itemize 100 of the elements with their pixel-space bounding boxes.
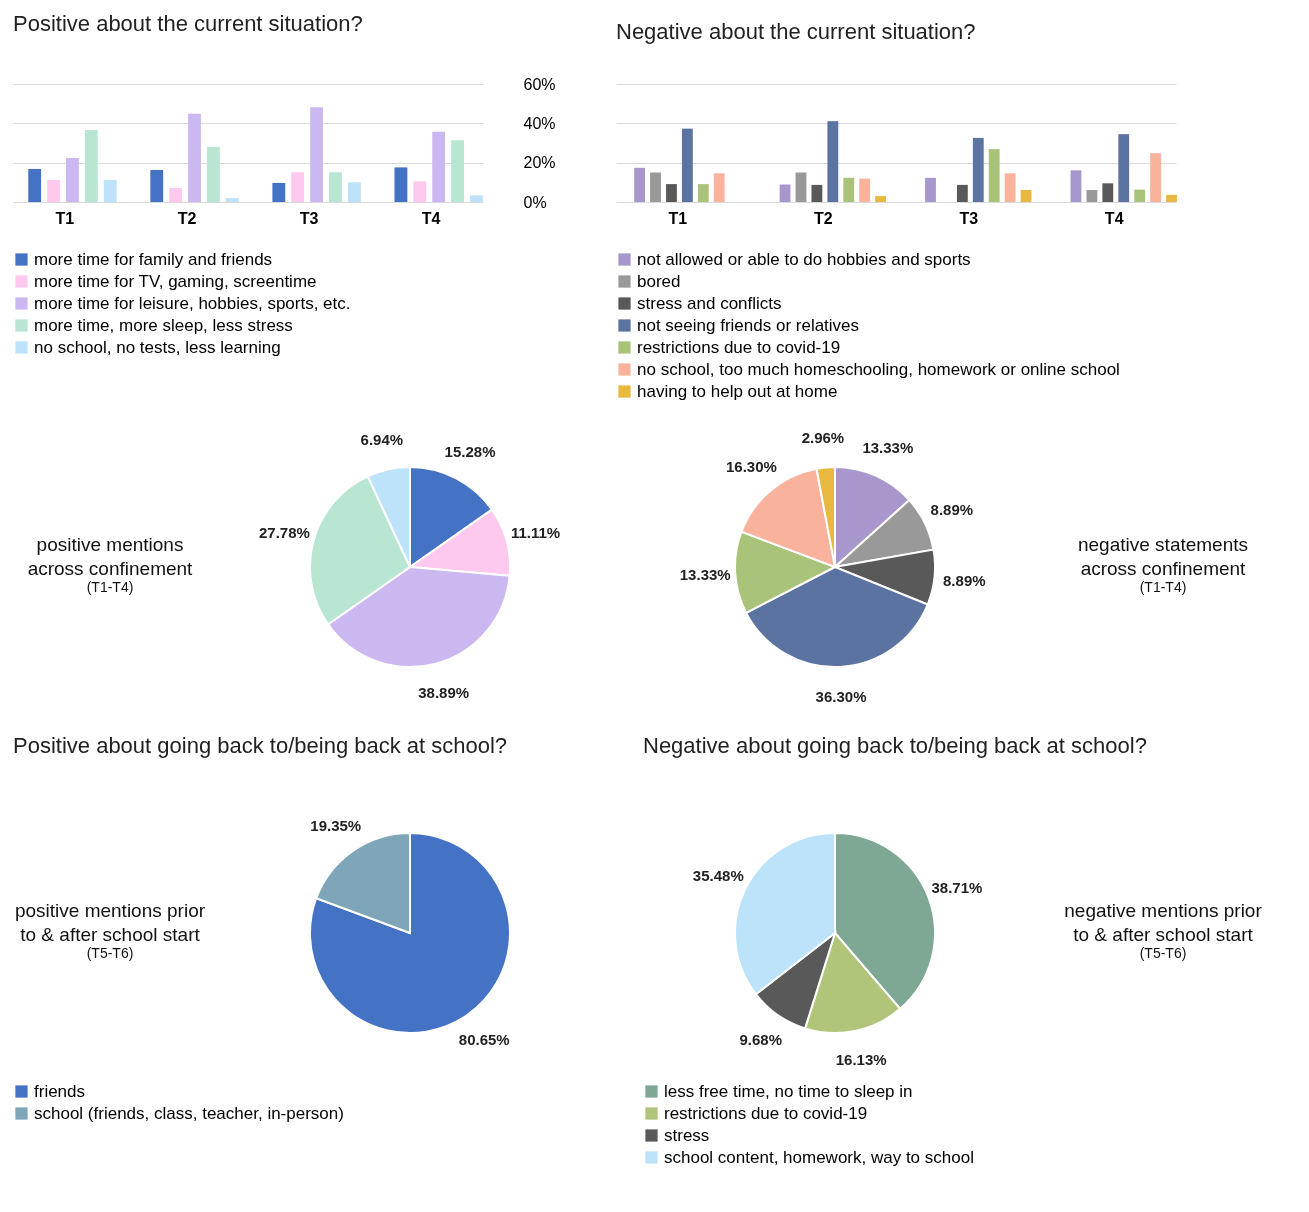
bar	[925, 177, 936, 202]
pie-slice	[309, 832, 511, 1034]
legend-label: no school, too much homeschooling, homework or online school	[637, 359, 1120, 379]
data-label: 15.28%	[444, 442, 496, 460]
bar	[470, 195, 483, 202]
text: negative statements across confinement	[1077, 534, 1249, 579]
y-tick-label: 40%	[523, 114, 556, 132]
data-label: 80.65%	[458, 1030, 510, 1048]
data-label: 8.89%	[943, 571, 986, 589]
bar	[779, 184, 791, 202]
legend-label: not seeing friends or relatives	[637, 315, 860, 335]
y-tick-label: 20%	[523, 154, 556, 172]
bar	[956, 184, 968, 202]
bar	[28, 168, 42, 202]
x-tick-label: T3	[959, 209, 979, 227]
bar	[1004, 173, 1016, 202]
bar	[66, 157, 79, 202]
legend-label: more time for family and friends	[34, 249, 273, 269]
legend-label: school (friends, class, teacher, in-person)	[34, 1103, 344, 1123]
legend-label: school content, homework, way to school	[664, 1147, 974, 1167]
chart-title: Positive about the current situation?	[13, 11, 363, 36]
text: positive mentions across confinement	[27, 534, 194, 579]
data-label: 2.96%	[801, 428, 845, 446]
bar	[634, 167, 646, 202]
data-label: 38.71%	[931, 878, 983, 896]
legend-label: having to help out at home	[637, 381, 838, 401]
x-tick-label: T4	[421, 209, 441, 227]
bar	[988, 149, 1000, 202]
bar	[875, 196, 887, 202]
legend-label: more time, more sleep, less stress	[34, 315, 293, 335]
x-tick-label: T4	[1104, 209, 1124, 227]
bar	[1118, 134, 1130, 202]
data-label: 27.78%	[259, 524, 310, 542]
bar	[225, 198, 239, 202]
text: (T5-T6)	[1139, 945, 1187, 961]
legend-label: stress and conflicts	[637, 293, 782, 313]
x-tick-label: T2	[813, 209, 833, 227]
chart-title: Negative about going back to/being back at school?	[643, 733, 1147, 758]
bar	[188, 113, 201, 202]
legend-label: bored	[637, 271, 681, 291]
bar	[432, 131, 446, 202]
bar	[413, 181, 427, 202]
data-label: 16.13%	[835, 1051, 887, 1069]
text: (T1-T4)	[1139, 579, 1187, 595]
bar	[1086, 190, 1098, 202]
data-label: 19.35%	[310, 817, 362, 835]
legend-label: more time for leisure, hobbies, sports, etc.	[34, 293, 351, 313]
bar	[310, 107, 324, 202]
data-label: 8.89%	[930, 500, 974, 518]
legend-label: less free time, no time to sleep in	[664, 1081, 913, 1101]
bar	[347, 182, 361, 202]
legend-label: no school, no tests, less learning	[34, 337, 281, 357]
bar	[681, 128, 693, 202]
data-label: 36.30%	[815, 687, 867, 705]
bar	[291, 172, 305, 202]
legend-label: restrictions due to covid-19	[664, 1103, 868, 1123]
bar	[697, 184, 709, 202]
data-label: 13.33%	[862, 439, 914, 457]
bar	[1070, 170, 1082, 202]
bar	[859, 178, 871, 202]
y-tick-label: 0%	[523, 193, 547, 211]
bar	[811, 184, 823, 202]
bar	[103, 179, 117, 202]
legend-label: more time for TV, gaming, screentime	[34, 271, 317, 291]
data-label: 9.68%	[739, 1030, 782, 1048]
bar	[713, 173, 725, 202]
bar	[394, 167, 408, 202]
bar	[795, 172, 807, 202]
data-label: 11.11%	[510, 524, 561, 542]
bar	[666, 184, 677, 202]
bar	[827, 121, 839, 202]
x-tick-label: T1	[668, 209, 688, 227]
chart-title: Negative about the current situation?	[616, 19, 976, 44]
text: negative mentions prior to & after school start	[1064, 900, 1263, 945]
bar	[206, 146, 220, 202]
bar	[650, 172, 661, 202]
data-label: 35.48%	[692, 866, 744, 884]
legend-label: restrictions due to covid-19	[637, 337, 841, 357]
bar	[1166, 194, 1177, 202]
bar	[1150, 153, 1161, 202]
bar	[972, 137, 984, 202]
text: (T1-T4)	[86, 579, 134, 595]
bar	[1134, 189, 1146, 202]
bar	[329, 172, 342, 202]
bar	[1102, 183, 1114, 202]
legend-label: friends	[34, 1081, 86, 1101]
bar	[150, 169, 164, 202]
x-tick-label: T2	[177, 209, 197, 227]
x-tick-label: T1	[55, 209, 75, 227]
bar	[272, 182, 286, 202]
legend-label: stress	[664, 1125, 710, 1145]
bar	[169, 188, 183, 202]
data-label: 38.89%	[418, 683, 470, 701]
legend-label: not allowed or able to do hobbies and sports	[637, 249, 971, 269]
data-label: 13.33%	[679, 565, 731, 583]
chart-title: Positive about going back to/being back at school?	[13, 733, 508, 758]
text: (T5-T6)	[86, 945, 134, 961]
bar	[1020, 190, 1032, 202]
data-label: 16.30%	[726, 458, 777, 476]
x-tick-label: T3	[299, 209, 319, 227]
